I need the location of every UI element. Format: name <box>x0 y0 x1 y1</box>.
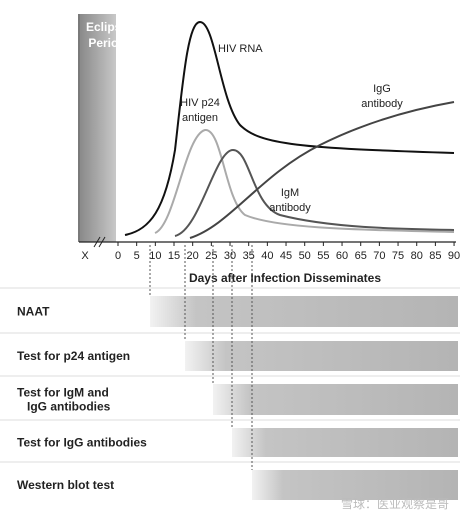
tick-label: 75 <box>392 250 404 262</box>
curve-label: IgG <box>373 83 391 95</box>
tests: NAAT Test for p24 antigen Test for IgM and… <box>0 245 460 500</box>
curve-label: HIV p24 <box>180 97 220 109</box>
tick-label: 25 <box>205 250 217 262</box>
tick-label: 30 <box>224 250 236 262</box>
tick-label: 20 <box>187 250 199 262</box>
test-label: Test for IgG antibodies <box>17 436 147 450</box>
axis-break <box>93 236 101 248</box>
curve-label: IgM <box>281 187 299 199</box>
tick-label: 60 <box>336 250 348 262</box>
tick-label: 10 <box>149 250 161 262</box>
eclipse-label: Eclipse <box>86 20 128 34</box>
tick-label: 50 <box>299 250 311 262</box>
watermark: 雪球：医业观察是哥 <box>341 497 449 511</box>
test-bar <box>252 470 458 500</box>
tick-label: 65 <box>355 250 367 262</box>
tick-label: 80 <box>411 250 423 262</box>
axis-break <box>98 236 106 248</box>
p24-curve <box>154 129 455 234</box>
curve-label: antibody <box>361 98 403 110</box>
tick-label: 70 <box>373 250 385 262</box>
tick-label: X <box>81 250 89 262</box>
test-bar <box>213 384 458 415</box>
test-label: IgG antibodies <box>27 400 111 414</box>
igg-curve <box>189 101 455 239</box>
tick-label: 5 <box>134 250 140 262</box>
test-label: NAAT <box>17 305 50 319</box>
eclipse-period <box>80 14 116 242</box>
tick-label: 40 <box>261 250 273 262</box>
tick-label: 85 <box>429 250 441 262</box>
test-bar <box>150 296 458 327</box>
hiv-rna-curve <box>124 20 455 236</box>
axis-label: Days after Infection Disseminates <box>189 271 381 285</box>
tick-label: 90 <box>448 250 460 262</box>
tick-label: 0 <box>115 250 121 262</box>
x-ticks: X 0 5 10 15 20 25 30 35 40 45 50 55 60 65 70 75 80 85 90 <box>81 242 460 262</box>
tick-label: 15 <box>168 250 180 262</box>
curve-label: antibody <box>269 202 311 214</box>
curve-label: antigen <box>182 112 218 124</box>
tick-label: 55 <box>317 250 329 262</box>
test-label: Western blot test <box>17 478 114 492</box>
test-label: Test for IgM and <box>17 386 109 400</box>
tick-label: 45 <box>280 250 292 262</box>
curve-label: HIV RNA <box>218 43 263 55</box>
eclipse-label: Period <box>88 36 125 50</box>
test-label: Test for p24 antigen <box>17 349 130 363</box>
test-bar <box>232 428 458 457</box>
test-bar <box>185 341 458 371</box>
igm-curve <box>174 148 455 237</box>
tick-label: 35 <box>243 250 255 262</box>
